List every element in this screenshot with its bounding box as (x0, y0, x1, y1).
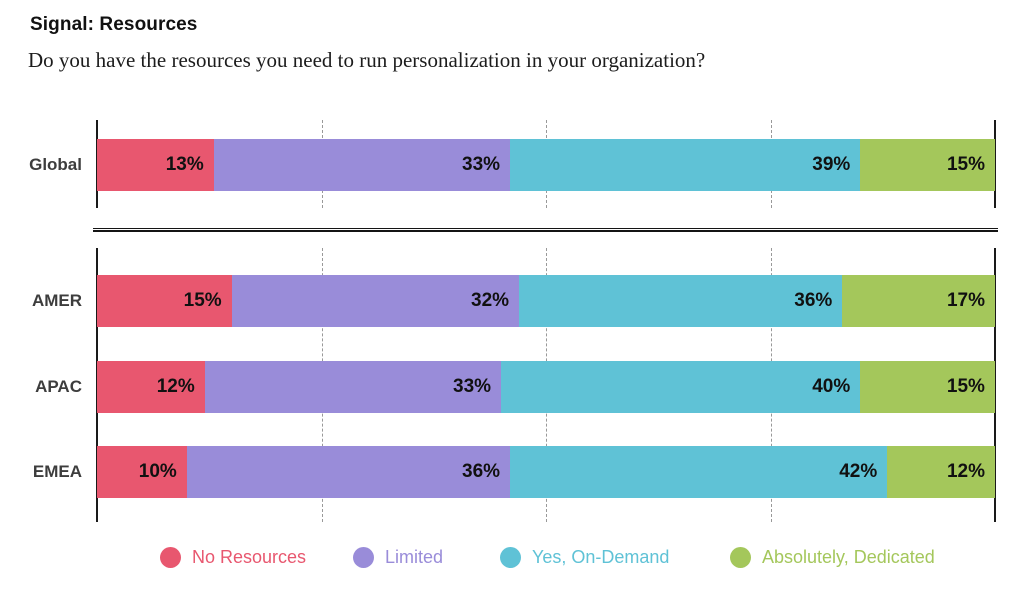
bar-row-apac: APAC 12% 33% 40% 15% (35, 361, 995, 413)
segment-amer-yes-on-demand: 36% (519, 275, 843, 327)
segment-value-label: 15% (183, 290, 222, 311)
legend-label: Absolutely, Dedicated (762, 546, 935, 567)
legend-item-no-resources: No Resources (160, 546, 306, 568)
segment-apac-no-resources: 12% (97, 361, 205, 413)
segment-apac-yes-on-demand: 40% (501, 361, 861, 413)
segment-value-label: 33% (462, 154, 501, 175)
segment-global-yes-on-demand: 39% (510, 139, 861, 191)
segment-amer-no-resources: 15% (97, 275, 232, 327)
legend-item-yes-on-demand: Yes, On-Demand (500, 546, 669, 568)
segment-value-label: 15% (946, 154, 985, 175)
section-divider (93, 228, 998, 232)
bar-row-emea: EMEA 10% 36% 42% 12% (33, 446, 995, 498)
survey-question: Do you have the resources you need to ru… (28, 48, 706, 72)
axis-line-right (994, 120, 996, 208)
segment-emea-absolutely-dedicated: 12% (887, 446, 995, 498)
segment-global-limited: 33% (213, 139, 511, 191)
chart-section-global: Global 13% 33% 39% 15% (29, 120, 996, 208)
category-label-apac: APAC (35, 377, 82, 396)
category-label-global: Global (29, 155, 82, 174)
legend-item-absolutely-dedicated: Absolutely, Dedicated (730, 546, 935, 568)
category-label-emea: EMEA (32, 462, 82, 481)
segment-value-label: 10% (138, 461, 177, 482)
bar-row-amer: AMER 15% 32% 36% 17% (32, 275, 995, 327)
page-title: Signal: Resources (30, 14, 198, 35)
legend-label: Limited (385, 546, 444, 567)
segment-value-label: 32% (471, 290, 510, 311)
segment-global-no-resources: 13% (97, 139, 214, 191)
segment-amer-absolutely-dedicated: 17% (842, 275, 995, 327)
segment-value-label: 17% (946, 290, 985, 311)
segment-apac-limited: 33% (204, 361, 502, 413)
segment-emea-no-resources: 10% (97, 446, 187, 498)
category-label-amer: AMER (31, 291, 82, 310)
segment-value-label: 12% (946, 461, 985, 482)
segment-emea-limited: 36% (186, 446, 511, 498)
legend-label: Yes, On-Demand (532, 546, 670, 567)
segment-value-label: 36% (462, 461, 501, 482)
segment-value-label: 39% (812, 154, 851, 175)
segment-global-absolutely-dedicated: 15% (860, 139, 995, 191)
chart-section-regions: AMER 15% 32% 36% 17% APAC 12% 33% 40% 15% EMEA 10% 3… (32, 248, 996, 522)
legend-dot-absolutely-dedicated (730, 546, 751, 568)
segment-value-label: 36% (794, 290, 833, 311)
segment-apac-absolutely-dedicated: 15% (860, 361, 995, 413)
axis-line-right (994, 248, 996, 522)
segment-value-label: 33% (453, 376, 492, 397)
bar-row-global: Global 13% 33% 39% 15% (29, 139, 995, 191)
legend-label: No Resources (192, 546, 307, 567)
segment-value-label: 15% (946, 376, 985, 397)
segment-value-label: 12% (156, 376, 195, 397)
legend-dot-no-resources (160, 546, 181, 568)
segment-value-label: 42% (839, 461, 878, 482)
segment-value-label: 40% (812, 376, 851, 397)
segment-emea-yes-on-demand: 42% (510, 446, 888, 498)
segment-value-label: 13% (165, 154, 204, 175)
legend-dot-yes-on-demand (500, 546, 521, 568)
legend-dot-limited (353, 546, 374, 568)
legend-item-limited: Limited (353, 546, 443, 568)
segment-amer-limited: 32% (231, 275, 520, 327)
